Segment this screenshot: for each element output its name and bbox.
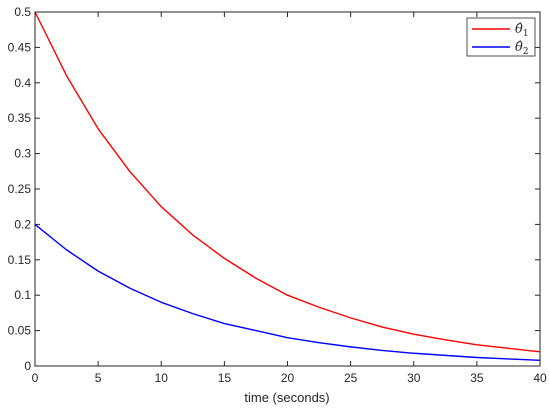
y-axis-ticks: 0 0.05 0.1 0.15 0.2 0.25 0.3 0.35 0.4 0.45 0.5	[8, 5, 540, 373]
legend-label-2: θ̂2	[515, 40, 529, 57]
y-tick-label: 0.45	[8, 40, 32, 54]
y-tick-label: 0.3	[14, 147, 31, 161]
y-tick-label: 0.2	[14, 217, 31, 231]
y-tick-label: 0.05	[8, 324, 32, 338]
x-axis-ticks: 0 5 10 15 20 25 30 35 40	[32, 12, 547, 385]
legend: θ̂1θ̂2	[466, 17, 536, 57]
y-tick-label: 0.1	[14, 288, 31, 302]
x-tick-label: 25	[344, 371, 358, 385]
x-tick-label: 0	[32, 371, 39, 385]
x-tick-label: 5	[95, 371, 102, 385]
legend-label-1: θ̂1	[515, 22, 529, 39]
x-tick-label: 20	[281, 371, 295, 385]
x-tick-label: 10	[155, 371, 169, 385]
y-tick-label: 0.35	[8, 111, 32, 125]
series-layer	[34, 11, 541, 362]
y-tick-label: 0.4	[14, 76, 31, 90]
x-axis-title: time (seconds)	[244, 390, 329, 405]
x-tick-label: 30	[407, 371, 421, 385]
x-tick-label: 40	[533, 371, 547, 385]
legend-box	[466, 17, 536, 57]
plot-area	[34, 11, 541, 367]
legend-symbol: θ̂	[515, 40, 523, 55]
x-tick-label: 15	[218, 371, 232, 385]
legend-entries: θ̂1θ̂2	[472, 22, 529, 57]
y-tick-label: 0.15	[8, 253, 32, 267]
legend-subscript: 1	[523, 29, 529, 39]
legend-subscript: 2	[523, 47, 529, 57]
legend-symbol: θ̂	[515, 22, 523, 37]
y-tick-label: 0	[24, 359, 31, 373]
series-line-2	[34, 223, 541, 362]
series-line-1	[34, 11, 541, 353]
y-tick-label: 0.25	[8, 182, 32, 196]
x-tick-label: 35	[470, 371, 484, 385]
y-tick-label: 0.5	[14, 5, 31, 19]
